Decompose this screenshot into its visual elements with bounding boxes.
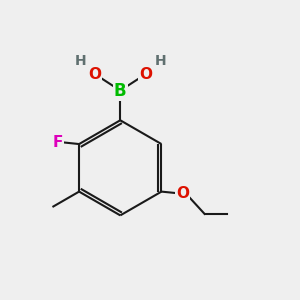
Text: B: B [114,82,127,100]
Text: O: O [88,67,101,82]
Text: H: H [74,54,86,68]
Text: O: O [139,67,152,82]
Text: H: H [154,54,166,68]
Text: F: F [53,135,64,150]
Text: O: O [176,186,189,201]
